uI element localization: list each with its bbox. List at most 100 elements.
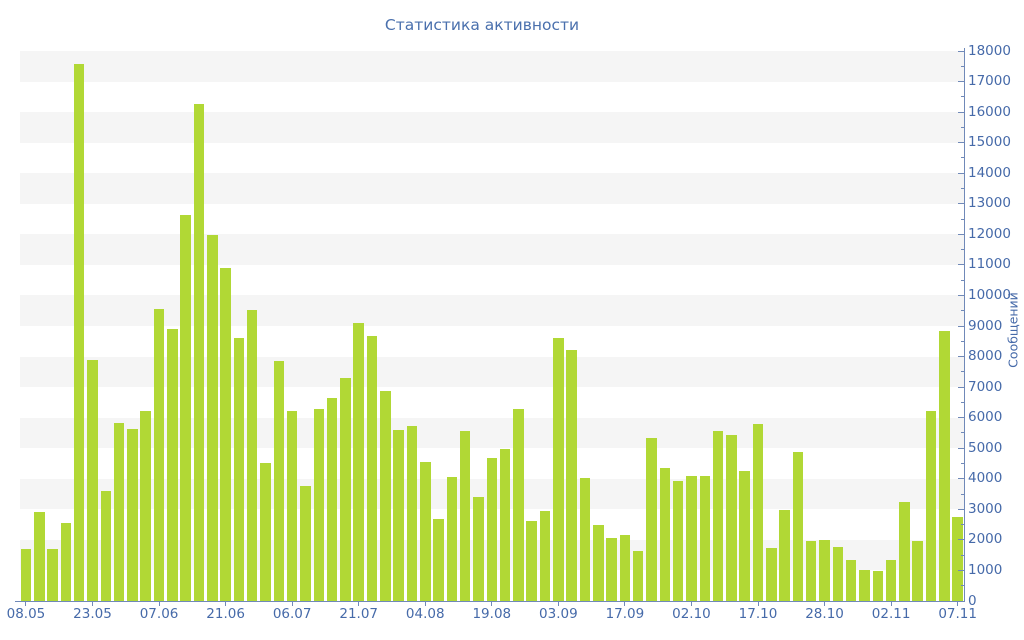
- x-tick-label: 06.07: [272, 606, 312, 622]
- x-tick: [491, 602, 493, 606]
- y-tick-label: 12000: [968, 225, 1011, 242]
- bar: [553, 337, 564, 601]
- bar: [420, 462, 431, 601]
- x-tick-label: 17.09: [605, 606, 645, 622]
- y-tick-label: 10000: [968, 286, 1011, 303]
- bar: [885, 559, 897, 601]
- bar: [313, 408, 325, 601]
- bar: [619, 535, 631, 601]
- y-minor-tick: [960, 65, 964, 67]
- x-tick: [824, 602, 826, 606]
- bar: [606, 538, 617, 601]
- bar: [632, 550, 644, 601]
- y-minor-tick: [960, 432, 964, 434]
- y-tick-label: 4000: [968, 470, 1003, 487]
- y-tick-label: 15000: [968, 134, 1011, 151]
- y-tick-label: 0: [968, 592, 977, 609]
- bar: [286, 410, 298, 601]
- grid-stripe: [20, 173, 964, 204]
- y-minor-tick: [960, 463, 964, 464]
- x-tick-label: 21.07: [339, 606, 379, 622]
- y-tick-label: 9000: [968, 317, 1003, 334]
- bar: [486, 458, 498, 601]
- bar: [87, 360, 98, 601]
- x-tick: [424, 602, 426, 606]
- x-tick: [557, 602, 559, 606]
- bar: [819, 539, 830, 601]
- x-tick-label: 03.09: [539, 606, 578, 622]
- bar: [73, 63, 85, 601]
- bar: [300, 486, 311, 601]
- y-tick-label: 6000: [968, 409, 1003, 426]
- bar: [47, 549, 58, 601]
- y-major-tick: [957, 600, 964, 602]
- y-axis-title: Сообщений: [1005, 292, 1021, 368]
- y-major-tick: [957, 508, 964, 510]
- bar: [499, 449, 511, 601]
- x-tick: [225, 602, 227, 606]
- bar: [752, 424, 764, 601]
- bar: [712, 430, 724, 601]
- x-tick-label: 02.11: [871, 606, 911, 622]
- bar: [579, 478, 591, 601]
- grid-stripe: [20, 234, 964, 265]
- y-major-tick: [957, 172, 964, 174]
- y-minor-tick: [960, 188, 964, 189]
- bar: [646, 437, 657, 601]
- bar: [340, 377, 351, 601]
- y-minor-tick: [960, 554, 964, 556]
- bar: [353, 323, 364, 601]
- y-axis-line: [963, 48, 965, 602]
- bar: [513, 409, 524, 601]
- bar: [393, 429, 404, 601]
- bar: [872, 570, 884, 601]
- bar: [207, 234, 218, 601]
- grid-stripe: [20, 142, 964, 174]
- x-tick-label: 07.11: [938, 606, 977, 622]
- bar: [260, 462, 271, 601]
- y-tick-label: 5000: [968, 439, 1003, 456]
- bar: [167, 328, 178, 601]
- bar: [859, 569, 870, 601]
- y-tick-label: 11000: [968, 256, 1011, 273]
- y-major-tick: [957, 81, 964, 83]
- grid-stripe: [20, 264, 964, 296]
- y-major-tick: [957, 447, 964, 449]
- bar: [127, 428, 138, 601]
- grid-stripe: [20, 81, 964, 113]
- y-minor-tick: [960, 218, 964, 220]
- x-tick: [25, 602, 27, 606]
- bar: [805, 540, 817, 601]
- bar: [539, 510, 551, 601]
- y-tick-label: 16000: [968, 103, 1011, 120]
- x-tick: [358, 602, 360, 606]
- x-tick-label: 23.05: [73, 606, 112, 622]
- grid-stripe: [20, 295, 964, 326]
- bar: [366, 336, 378, 601]
- bar: [193, 103, 205, 601]
- bar: [446, 477, 458, 601]
- y-minor-tick: [960, 96, 964, 98]
- y-major-tick: [957, 50, 964, 52]
- y-tick-label: 8000: [968, 348, 1003, 365]
- bar: [153, 309, 165, 601]
- y-major-tick: [957, 539, 964, 541]
- bar: [60, 523, 72, 601]
- bar: [233, 337, 245, 601]
- bar: [433, 519, 444, 601]
- bar: [766, 548, 777, 601]
- grid-stripe: [20, 203, 964, 235]
- x-tick: [757, 602, 759, 606]
- bar: [686, 475, 697, 601]
- y-major-tick: [957, 142, 964, 144]
- y-tick-label: 18000: [968, 42, 1011, 59]
- y-major-tick: [957, 417, 964, 419]
- bar: [792, 452, 804, 601]
- x-tick-label: 17.10: [738, 606, 778, 622]
- y-minor-tick: [960, 401, 964, 403]
- plot-area: 0 1000 2000 3000 4000 5000 6000 7000 8000 9000 100…: [7, 43, 1011, 622]
- y-minor-tick: [960, 126, 964, 128]
- y-major-tick: [957, 386, 964, 388]
- x-tick-label: 07.06: [139, 606, 179, 622]
